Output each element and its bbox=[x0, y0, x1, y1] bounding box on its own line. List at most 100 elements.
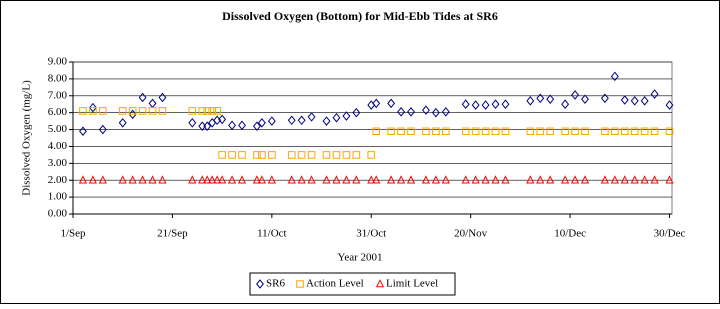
data-point bbox=[79, 107, 87, 115]
data-point bbox=[536, 93, 545, 104]
data-point bbox=[526, 175, 535, 184]
data-point bbox=[640, 127, 649, 136]
data-point bbox=[406, 175, 416, 184]
data-point bbox=[650, 89, 659, 99]
data-point bbox=[580, 175, 590, 184]
data-point bbox=[620, 95, 629, 105]
legend-label: SR6 bbox=[266, 278, 285, 290]
data-point bbox=[237, 175, 247, 184]
legend-marker bbox=[296, 280, 304, 288]
data-point bbox=[620, 175, 629, 184]
data-point bbox=[203, 121, 212, 131]
data-point bbox=[526, 96, 535, 106]
data-point bbox=[640, 175, 649, 184]
data-point bbox=[372, 175, 381, 184]
data-point bbox=[407, 107, 415, 117]
data-point bbox=[297, 151, 306, 159]
data-point bbox=[630, 127, 639, 136]
data-point bbox=[481, 127, 490, 136]
data-point bbox=[218, 114, 227, 125]
data-point bbox=[640, 96, 649, 106]
data-point bbox=[188, 118, 197, 128]
data-point bbox=[422, 127, 430, 136]
data-point bbox=[148, 107, 157, 115]
data-point bbox=[387, 175, 396, 184]
data-point bbox=[546, 127, 555, 136]
y-tick-label: 4.00 bbox=[48, 140, 68, 152]
data-point bbox=[501, 175, 510, 184]
data-point bbox=[421, 105, 430, 115]
data-point bbox=[322, 175, 331, 184]
data-point bbox=[397, 127, 405, 136]
x-tick-label: 31/Oct bbox=[356, 228, 386, 240]
data-point bbox=[118, 175, 127, 184]
data-point bbox=[570, 175, 580, 184]
data-point bbox=[442, 127, 450, 136]
data-point bbox=[332, 151, 341, 159]
data-point bbox=[600, 93, 609, 104]
data-point bbox=[461, 99, 470, 110]
data-point bbox=[287, 175, 296, 184]
data-point bbox=[98, 175, 107, 184]
data-point bbox=[322, 116, 331, 126]
x-tick-label: 30/Dec bbox=[654, 228, 686, 240]
data-point bbox=[158, 107, 167, 115]
data-point bbox=[128, 175, 137, 184]
data-point bbox=[665, 100, 674, 110]
data-point bbox=[118, 107, 127, 115]
data-point bbox=[307, 175, 316, 184]
data-point bbox=[218, 151, 226, 159]
data-point bbox=[367, 175, 376, 184]
data-point bbox=[138, 107, 147, 115]
data-point bbox=[88, 175, 97, 184]
data-point bbox=[78, 175, 88, 184]
data-point bbox=[342, 111, 351, 121]
data-point bbox=[471, 175, 480, 184]
data-point bbox=[268, 151, 276, 159]
data-point bbox=[158, 175, 167, 184]
legend-label: Limit Level bbox=[386, 278, 438, 290]
data-point bbox=[620, 127, 629, 136]
y-tick-label: 1.00 bbox=[48, 191, 68, 203]
data-point bbox=[228, 151, 236, 159]
data-point bbox=[571, 90, 580, 100]
legend-box bbox=[249, 272, 456, 296]
data-point bbox=[332, 175, 341, 184]
data-point bbox=[611, 127, 619, 136]
data-point bbox=[99, 107, 107, 115]
data-point bbox=[257, 175, 267, 184]
data-point bbox=[287, 151, 296, 159]
data-point bbox=[297, 115, 306, 126]
data-point bbox=[213, 107, 221, 115]
data-point bbox=[267, 116, 276, 126]
data-point bbox=[258, 151, 266, 159]
data-point bbox=[421, 175, 431, 184]
data-point bbox=[481, 175, 490, 184]
data-point bbox=[581, 94, 589, 104]
data-point bbox=[610, 175, 619, 184]
data-point bbox=[213, 175, 222, 184]
data-point bbox=[441, 175, 450, 184]
data-point bbox=[138, 175, 147, 184]
data-point bbox=[396, 175, 406, 184]
plot-area bbox=[72, 61, 673, 215]
data-point bbox=[138, 92, 147, 103]
y-tick-label: 5.00 bbox=[48, 123, 68, 135]
data-point bbox=[352, 107, 361, 118]
data-point bbox=[491, 127, 500, 136]
data-point bbox=[88, 102, 97, 113]
data-point bbox=[471, 100, 480, 110]
data-point bbox=[546, 175, 555, 184]
x-tick-label: 20/Nov bbox=[454, 228, 488, 240]
data-point bbox=[665, 175, 674, 184]
data-point bbox=[387, 127, 395, 136]
x-tick-label: 11/Oct bbox=[257, 228, 287, 240]
data-point bbox=[630, 175, 639, 184]
data-point bbox=[600, 175, 610, 184]
data-point bbox=[536, 175, 545, 184]
data-point bbox=[571, 127, 579, 136]
data-point bbox=[188, 107, 197, 115]
data-point bbox=[238, 120, 246, 131]
data-point bbox=[471, 127, 480, 136]
